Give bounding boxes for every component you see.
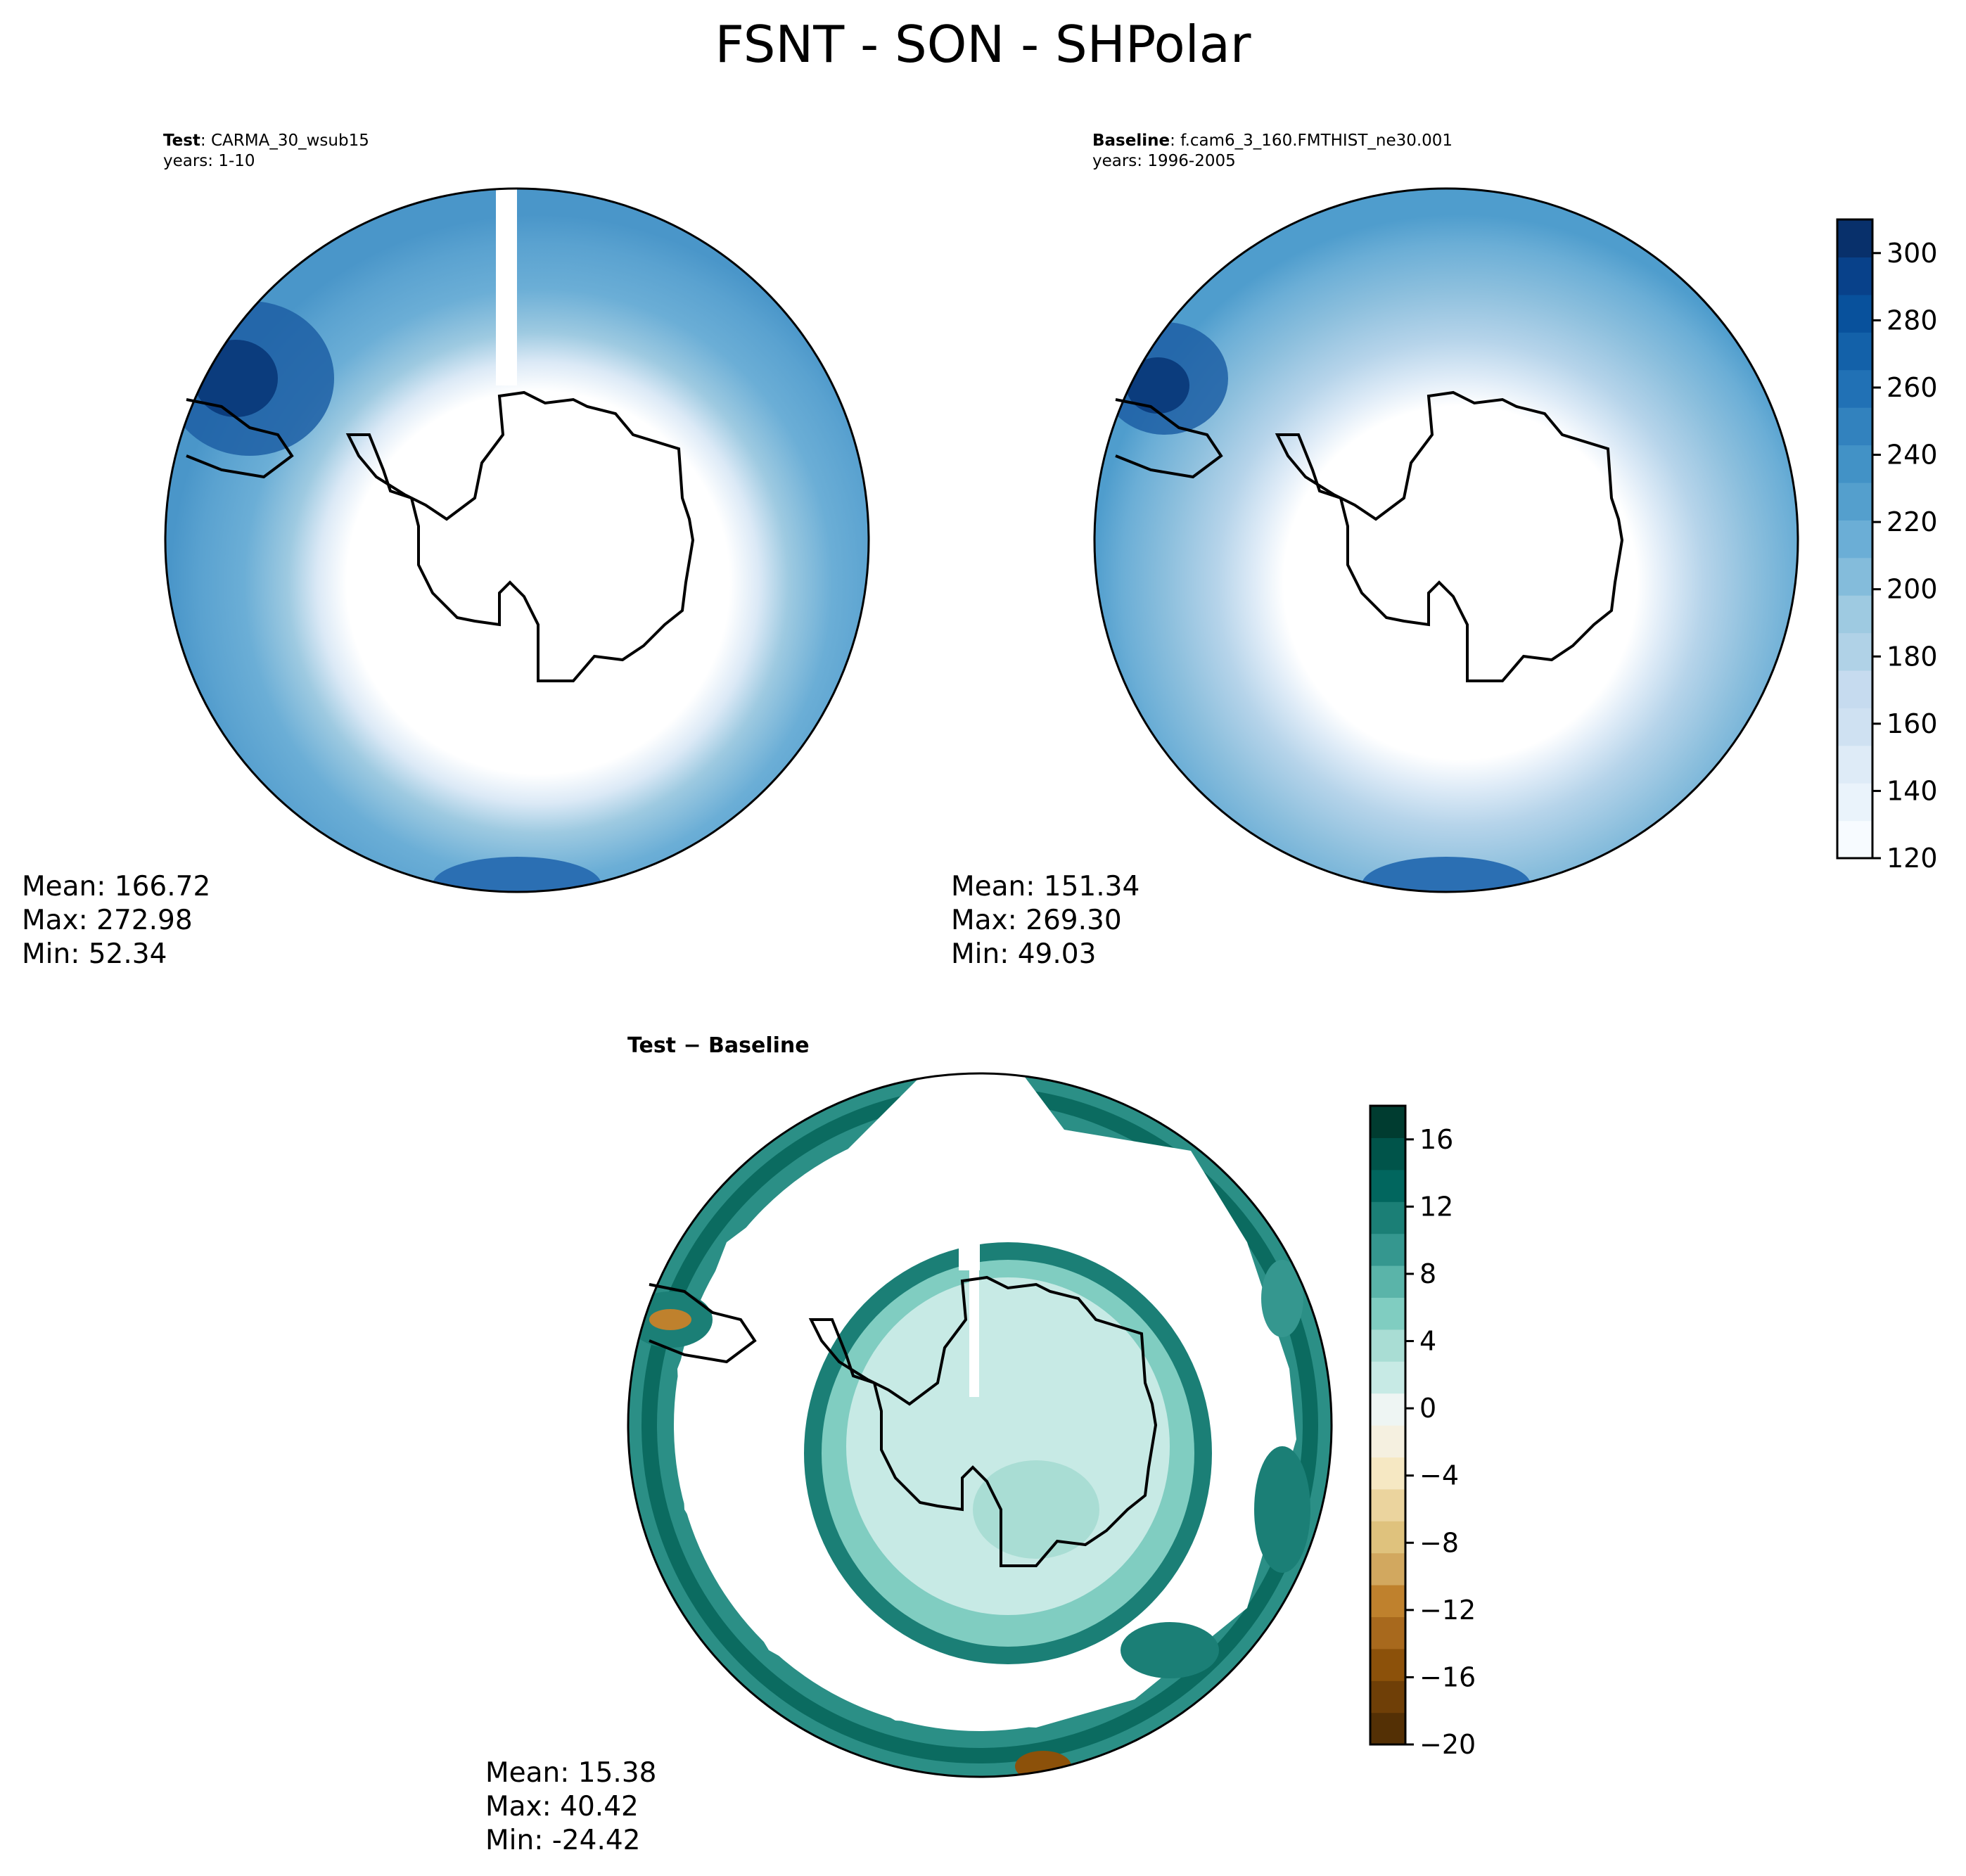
diff-colorbar-swatch (1370, 1106, 1405, 1138)
baseline-case-name: f.cam6_3_160.FMTHIST_ne30.001 (1180, 132, 1453, 150)
diff-map (627, 1072, 1333, 1778)
main-colorbar-swatch (1837, 445, 1872, 483)
diff-colorbar-swatch (1370, 1552, 1405, 1585)
main-colorbar-tick-label: 280 (1887, 305, 1938, 336)
diff-colorbar-tick-label: −12 (1419, 1595, 1476, 1626)
diff-colorbar-swatch (1370, 1201, 1405, 1234)
main-colorbar-tick-label: 260 (1887, 372, 1938, 403)
main-colorbar-swatch (1837, 482, 1872, 521)
baseline-caption: Baseline: f.cam6_3_160.FMTHIST_ne30.001 … (1092, 132, 1453, 170)
diff-colorbar-swatch (1370, 1361, 1405, 1394)
diff-max: Max: 40.42 (485, 1791, 639, 1823)
diff-min: Min: -24.42 (485, 1825, 641, 1856)
main-colorbar-tick-label: 160 (1887, 708, 1938, 739)
test-min: Min: 52.34 (22, 938, 167, 970)
main-colorbar-swatch (1837, 219, 1872, 258)
diff-colorbar-swatch (1370, 1648, 1405, 1681)
diff-colorbar-swatch (1370, 1329, 1405, 1362)
test-max: Max: 272.98 (22, 905, 193, 936)
diff-mean: Mean: 15.38 (485, 1757, 657, 1789)
antarctica-coastline (345, 390, 695, 682)
diff-colorbar-swatch (1370, 1521, 1405, 1554)
baseline-mean: Mean: 151.34 (951, 871, 1140, 902)
baseline-years: years: 1996-2005 (1092, 152, 1236, 170)
main-colorbar-swatch (1837, 820, 1872, 859)
diff-colorbar-tick-label: 8 (1419, 1258, 1436, 1289)
main-colorbar-tick-label: 120 (1887, 843, 1938, 874)
main-colorbar: 120 140 160 180 200 220 240 260 280 300 (1836, 218, 1938, 874)
main-colorbar-frame (1836, 218, 1874, 860)
main-colorbar-tick-label: 240 (1887, 440, 1938, 471)
antarctica-coastline (808, 1275, 1158, 1567)
main-colorbar-swatch (1837, 407, 1872, 446)
diff-colorbar-tick-label: −16 (1419, 1661, 1476, 1692)
baseline-label: Baseline (1092, 132, 1170, 150)
diff-colorbar-tick-label: 0 (1419, 1393, 1436, 1424)
test-case-name: CARMA_30_wsub15 (210, 132, 369, 150)
diff-colorbar-swatch (1370, 1265, 1405, 1298)
main-colorbar-tick-label: 200 (1887, 574, 1938, 605)
baseline-max: Max: 269.30 (951, 905, 1122, 936)
diff-colorbar-swatch (1370, 1169, 1405, 1202)
diff-colorbar-tick-label: −4 (1419, 1460, 1459, 1491)
diff-colorbar-swatch (1370, 1712, 1405, 1745)
baseline-min: Min: 49.03 (951, 938, 1097, 970)
diff-colorbar-tick-label: −8 (1419, 1527, 1459, 1558)
diff-colorbar-swatch (1370, 1488, 1405, 1521)
main-colorbar-tick-label: 220 (1887, 506, 1938, 537)
diff-colorbar-swatch (1370, 1233, 1405, 1266)
diff-colorbar-frame (1369, 1104, 1407, 1746)
diff-colorbar-tick-label: −20 (1419, 1729, 1476, 1760)
test-mean: Mean: 166.72 (22, 871, 211, 902)
figure-title: FSNT - SON - SHPolar (715, 15, 1251, 74)
baseline-map (1093, 187, 1799, 893)
diff-colorbar-swatch (1370, 1297, 1405, 1330)
seam-gap (496, 189, 517, 385)
main-colorbar-swatch (1837, 557, 1872, 596)
main-colorbar-swatch (1837, 294, 1872, 333)
diff-colorbar-swatch (1370, 1680, 1405, 1714)
test-map (164, 187, 870, 893)
diff-colorbar-swatch (1370, 1393, 1405, 1426)
diff-colorbar-swatch (1370, 1137, 1405, 1170)
main-colorbar-swatch (1837, 708, 1872, 746)
test-stats: Mean: 166.72 Max: 272.98 Min: 52.34 (22, 870, 210, 971)
main-colorbar-tick-label: 140 (1887, 775, 1938, 806)
main-colorbar-tick-label: 180 (1887, 641, 1938, 672)
test-label: Test (163, 132, 200, 150)
diff-colorbar-tick-label: 12 (1419, 1191, 1453, 1222)
main-colorbar-swatch (1837, 369, 1872, 408)
main-colorbar-swatch (1837, 257, 1872, 295)
diff-colorbar: −20 −16 −12 −8 −4 0 4 8 12 16 (1369, 1104, 1476, 1760)
antarctica-coastline (1275, 390, 1624, 682)
diff-colorbar-tick-label: 16 (1419, 1124, 1453, 1155)
diff-caption: Test − Baseline (627, 1033, 810, 1058)
baseline-stats: Mean: 151.34 Max: 269.30 Min: 49.03 (951, 870, 1140, 971)
diff-colorbar-swatch (1370, 1457, 1405, 1490)
test-caption: Test: CARMA_30_wsub15 years: 1-10 (163, 132, 369, 170)
main-colorbar-swatch (1837, 632, 1872, 671)
diff-colorbar-tick-label: 4 (1419, 1326, 1436, 1357)
diff-stats: Mean: 15.38 Max: 40.42 Min: -24.42 (485, 1756, 656, 1858)
main-colorbar-swatch (1837, 595, 1872, 634)
main-colorbar-swatch (1837, 783, 1872, 822)
diff-colorbar-swatch (1370, 1616, 1405, 1650)
main-colorbar-swatch (1837, 670, 1872, 708)
diff-colorbar-swatch (1370, 1585, 1405, 1617)
test-years: years: 1-10 (163, 152, 255, 170)
main-colorbar-swatch (1837, 520, 1872, 559)
main-colorbar-tick-label: 300 (1887, 238, 1938, 269)
main-colorbar-swatch (1837, 745, 1872, 784)
main-colorbar-swatch (1837, 332, 1872, 371)
diff-colorbar-swatch (1370, 1425, 1405, 1457)
